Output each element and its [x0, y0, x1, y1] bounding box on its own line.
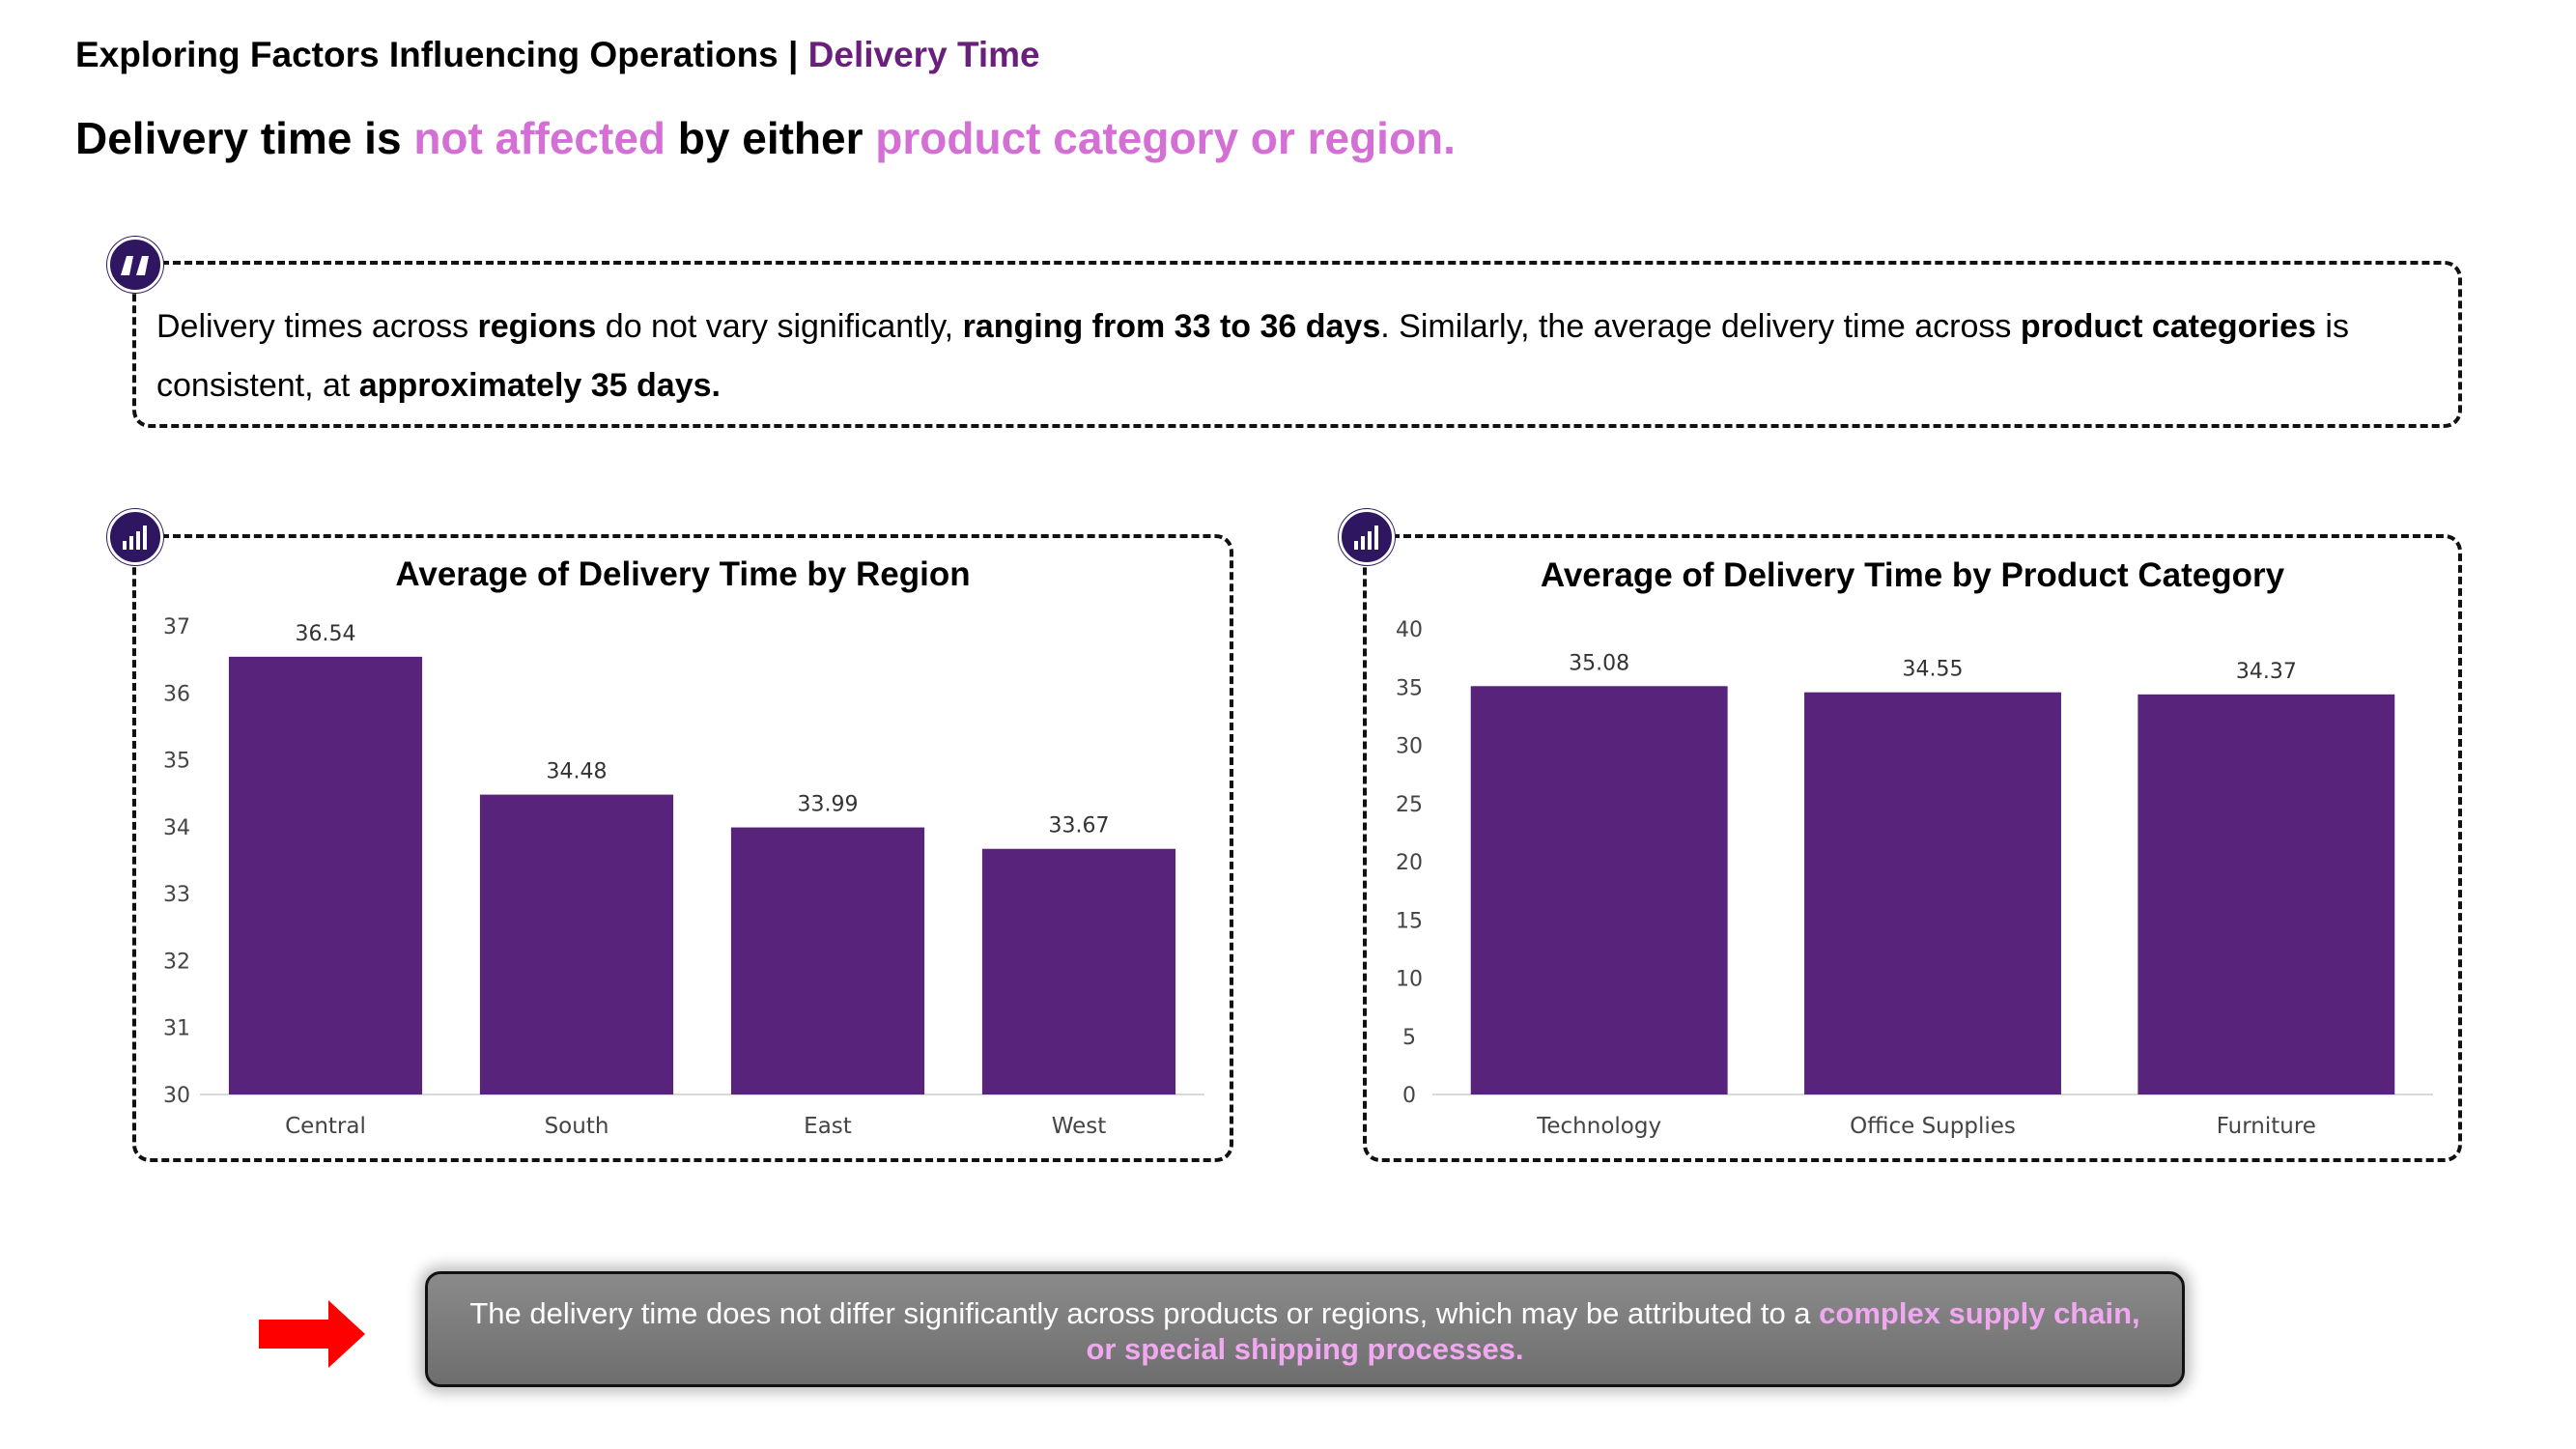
- category-y-tick-label: 15: [1396, 909, 1423, 933]
- category-y-tick-label: 30: [1396, 735, 1423, 759]
- insight-b3: product categories: [2020, 308, 2316, 345]
- insight-b1: regions: [477, 308, 597, 345]
- category-data-label: 34.55: [1903, 658, 1964, 682]
- region-bar-south: [479, 794, 674, 1094]
- bar-chart-icon: [1339, 509, 1395, 565]
- region-bar-central: [228, 656, 423, 1094]
- region-y-tick-label: 37: [163, 615, 190, 639]
- category-x-tick-label: Office Supplies: [1850, 1114, 2016, 1139]
- category-y-tick-label: 10: [1396, 968, 1423, 992]
- region-x-tick-label: South: [545, 1114, 609, 1139]
- region-chart-box: [132, 534, 1233, 1162]
- region-chart: 30 31 32 33 34 35 36 37 36.54 Central 34.48 South 33…: [163, 615, 1204, 1139]
- region-y-tick-label: 33: [163, 883, 190, 907]
- category-x-tick-label: Furniture: [2217, 1114, 2316, 1139]
- insight-text: Delivery times across regions do not var…: [156, 298, 2446, 415]
- bar-chart-icon: [107, 509, 163, 565]
- region-bar-east: [730, 827, 925, 1094]
- conclusion-highlight: complex supply chain, or special shippin…: [1086, 1296, 2140, 1366]
- headline-highlight2: product category or region.: [875, 113, 1456, 163]
- category-y-tick-label: 20: [1396, 851, 1423, 875]
- header-topic: Delivery Time: [807, 35, 1040, 74]
- conclusion-callout: The delivery time does not differ signif…: [425, 1271, 2185, 1387]
- region-x-tick-label: West: [1052, 1114, 1107, 1139]
- region-data-label: 33.99: [798, 793, 859, 817]
- category-bar-technology: [1470, 686, 1728, 1094]
- category-y-tick-label: 5: [1402, 1026, 1416, 1050]
- category-y-tick-label: 35: [1396, 676, 1423, 700]
- region-y-tick-label: 35: [163, 750, 190, 774]
- category-chart-title: Average of Delivery Time by Product Cate…: [1540, 556, 2285, 594]
- category-y-tick-label: 0: [1402, 1084, 1416, 1108]
- category-bar-furniture: [2137, 694, 2395, 1094]
- region-y-tick-label: 34: [163, 816, 190, 840]
- headline-part2: by either: [677, 113, 863, 163]
- region-x-tick-label: Central: [285, 1114, 366, 1139]
- insight-b2: ranging from 33 to 36 days: [962, 308, 1381, 345]
- category-x-tick-label: Technology: [1536, 1114, 1661, 1139]
- category-chart-box: [1363, 534, 2462, 1162]
- category-data-label: 35.08: [1569, 651, 1629, 675]
- insight-s4: is consistent, at: [156, 308, 2349, 404]
- region-y-tick-label: 31: [163, 1017, 190, 1041]
- header-section: Exploring Factors Influencing Operations…: [75, 35, 799, 74]
- category-chart: 0 5 10 15 20 25 30 35 40 35.08 Technology 34.55 Offi…: [1396, 618, 2433, 1139]
- region-data-label: 34.48: [547, 760, 608, 784]
- region-y-tick-label: 30: [163, 1084, 190, 1108]
- headline-part1: Delivery time is: [75, 113, 402, 163]
- region-x-tick-label: East: [804, 1114, 852, 1139]
- region-data-label: 36.54: [296, 622, 356, 646]
- headline: Delivery time is not affected by either …: [75, 112, 1456, 164]
- insight-b4: approximately 35 days.: [358, 367, 721, 404]
- page-header: Exploring Factors Influencing Operations…: [75, 35, 1040, 75]
- region-y-tick-label: 32: [163, 950, 190, 974]
- right-arrow-icon: [259, 1300, 365, 1368]
- region-y-tick-label: 36: [163, 682, 190, 706]
- insight-box: [132, 261, 2462, 428]
- category-y-tick-label: 25: [1396, 793, 1423, 817]
- region-chart-title: Average of Delivery Time by Region: [395, 555, 971, 593]
- insight-s1: Delivery times across: [156, 308, 469, 345]
- region-bar-west: [981, 848, 1176, 1094]
- region-data-label: 33.67: [1049, 814, 1110, 838]
- insight-s3: . Similarly, the average delivery time a…: [1380, 308, 2012, 345]
- headline-highlight1: not affected: [413, 113, 665, 163]
- category-bar-office-supplies: [1804, 692, 2061, 1094]
- insight-s2: do not vary significantly,: [605, 308, 954, 345]
- quote-icon: [107, 237, 163, 293]
- conclusion-text: The delivery time does not differ signif…: [469, 1296, 1811, 1330]
- category-y-tick-label: 40: [1396, 618, 1423, 642]
- category-data-label: 34.37: [2236, 660, 2297, 684]
